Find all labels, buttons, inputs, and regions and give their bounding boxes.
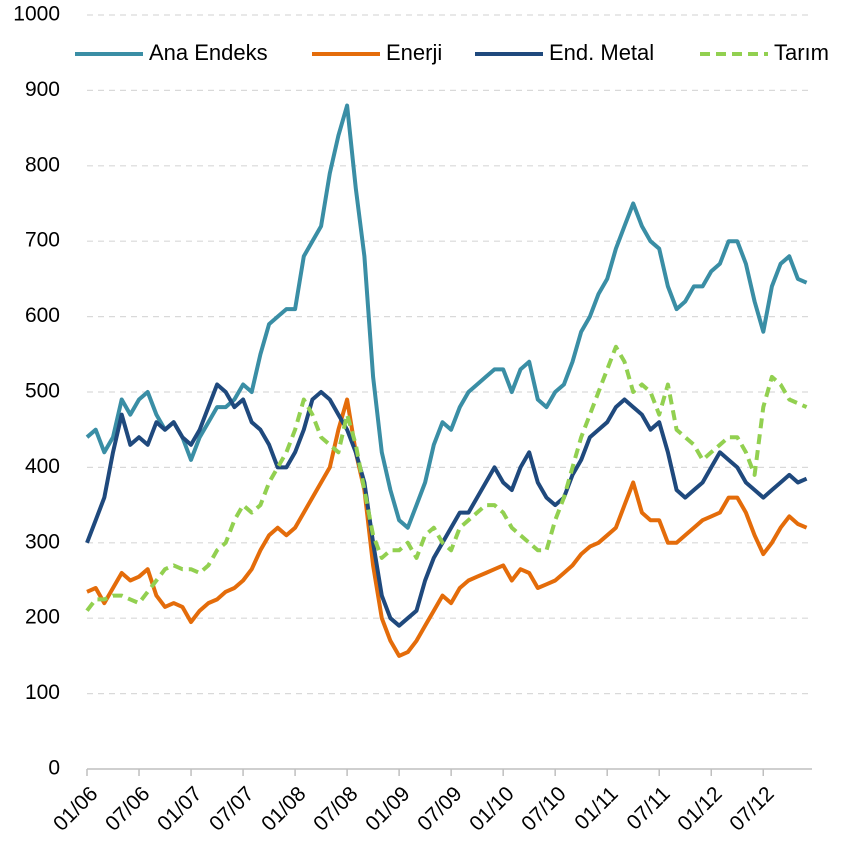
- series-line: [85, 382, 808, 628]
- y-tick-label: 300: [25, 530, 60, 553]
- x-tick-label: 01/11: [570, 782, 622, 834]
- x-tick-label: 01/12: [673, 782, 726, 835]
- x-tick-label: 01/07: [153, 782, 206, 835]
- x-tick-label: 01/08: [257, 782, 310, 835]
- y-tick-label: 500: [25, 380, 60, 403]
- y-tick-label: 700: [25, 229, 60, 252]
- legend-label: Ana Endeks: [149, 40, 268, 65]
- y-tick-label: 200: [25, 606, 60, 629]
- x-tick-label: 01/06: [49, 782, 102, 835]
- y-tick-label: 900: [25, 78, 60, 101]
- y-tick-label: 0: [48, 757, 60, 780]
- legend-label: Tarım: [774, 40, 829, 65]
- series-line: [85, 344, 808, 612]
- x-tick-label: 07/11: [622, 782, 674, 834]
- series-line: [85, 103, 808, 530]
- x-tick-label: 07/08: [309, 782, 362, 835]
- y-tick-label: 400: [25, 455, 60, 478]
- y-tick-label: 800: [25, 153, 60, 176]
- series-line: [86, 397, 808, 658]
- x-tick-label: 07/09: [413, 782, 466, 835]
- legend-label: Enerji: [386, 40, 442, 65]
- x-tick-label: 07/12: [725, 782, 778, 835]
- x-tick-label: 01/10: [465, 782, 518, 835]
- y-tick-label: 600: [25, 304, 60, 327]
- x-tick-label: 01/09: [361, 782, 414, 835]
- x-tick-label: 07/06: [101, 782, 154, 835]
- y-tick-label: 1000: [13, 3, 60, 26]
- y-tick-label: 100: [25, 681, 60, 704]
- x-tick-label: 07/10: [517, 782, 570, 835]
- x-tick-label: 07/07: [205, 782, 258, 835]
- legend-label: End. Metal: [549, 40, 654, 65]
